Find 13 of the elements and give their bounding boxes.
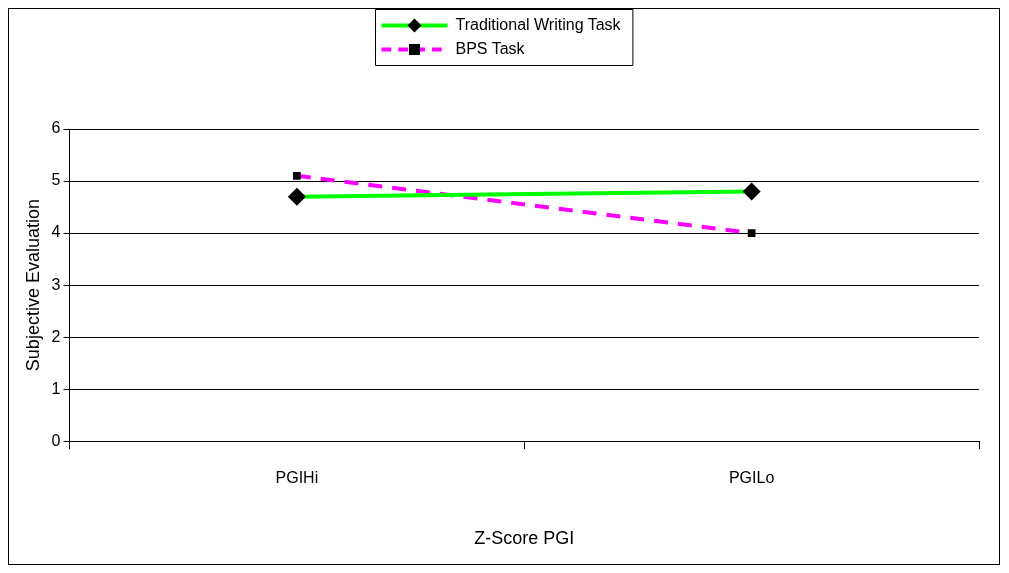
y-tick-label: 1 — [51, 379, 61, 397]
legend-label: Traditional Writing Task — [455, 15, 622, 33]
y-tick-label: 6 — [51, 119, 61, 137]
y-tick-label: 5 — [51, 171, 61, 189]
y-axis-title: Subjective Evaluation — [22, 199, 43, 372]
x-axis-title: Z-Score PGI — [474, 528, 575, 549]
legend-label: BPS Task — [455, 39, 526, 57]
y-tick-label: 3 — [51, 275, 61, 293]
x-tick-label: PGIHi — [275, 469, 319, 487]
x-tick-label: PGILo — [728, 469, 775, 487]
y-tick-label: 0 — [51, 431, 61, 449]
y-tick-label: 2 — [51, 327, 61, 345]
y-tick-label: 4 — [51, 223, 61, 241]
